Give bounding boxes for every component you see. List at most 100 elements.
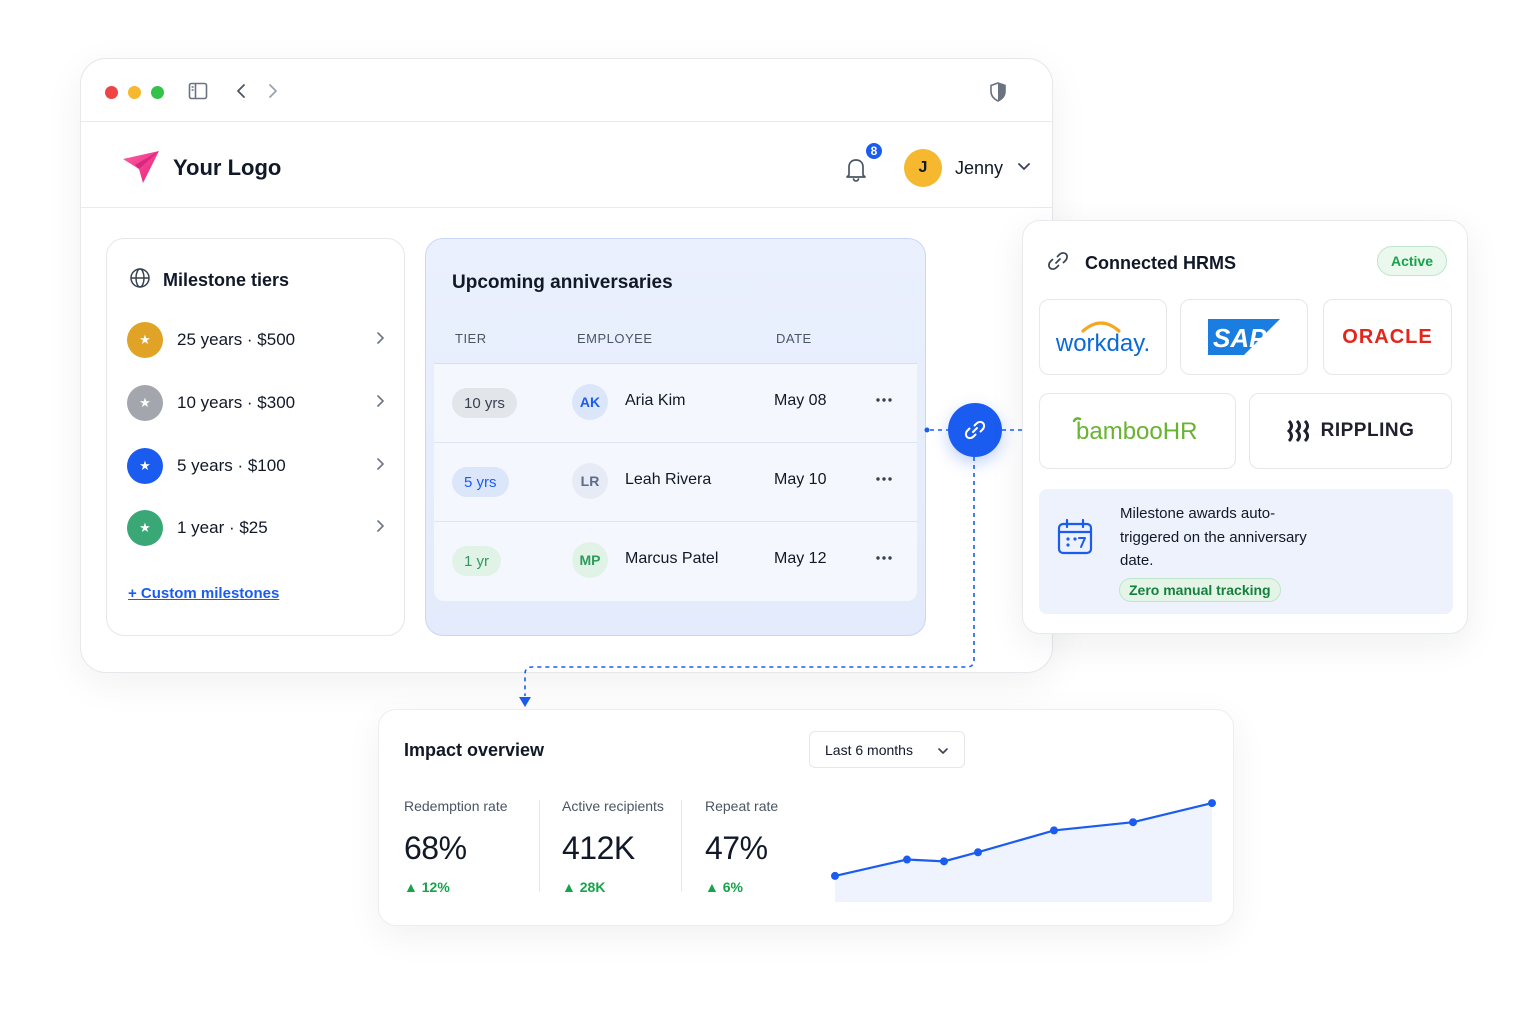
link-connector-button[interactable] [948,403,1002,457]
bamboohr-logo-tile[interactable]: bambooHR [1039,393,1236,469]
metric-value: 47% [705,830,768,866]
anniversaries-table-body: 10 yrs AK Aria Kim May 08 5 yrs LR Leah … [434,363,917,601]
workday-logo-tile[interactable]: workday. [1039,299,1167,375]
tier-label: 1 year · $25 [177,518,268,537]
tier-item-5-years[interactable]: ★ 5 years · $100 [127,446,387,486]
table-row[interactable]: 1 yr MP Marcus Patel May 12 [434,522,917,601]
zero-manual-tracking-badge: Zero manual tracking [1119,578,1281,602]
tier-label: 10 years · $300 [177,393,296,412]
tier-label: 25 years · $500 [177,330,296,349]
star-icon: ★ [127,448,163,484]
metric-value: 68% [404,830,467,866]
divider [681,800,682,892]
forward-icon[interactable] [264,81,282,106]
more-options-icon[interactable] [874,548,894,573]
chevron-right-icon[interactable] [373,457,387,476]
tier-badge: 10 yrs [452,388,517,418]
star-icon: ★ [127,510,163,546]
anniversary-date: May 08 [774,392,827,409]
chevron-right-icon[interactable] [373,519,387,538]
user-avatar[interactable]: J [904,149,942,187]
status-badge: Active [1376,246,1447,276]
trend-point [903,855,911,864]
maximize-window-button[interactable] [151,86,164,99]
rippling-logo-tile[interactable]: RIPPLING [1249,393,1452,469]
metric-delta: ▲ 6% [705,879,743,895]
custom-milestones-link[interactable]: + Custom milestones [128,585,280,602]
user-name[interactable]: Jenny [955,158,1004,178]
metric-redemption-rate: Redemption rate 68% ▲ 12% [404,798,508,895]
chevron-right-icon[interactable] [373,331,387,350]
tier-item-25-years[interactable]: ★ 25 years · $500 [127,320,387,360]
notifications-bell-icon[interactable] [837,150,875,188]
tier-badge: 5 yrs [452,467,509,497]
svg-text:bambooHR: bambooHR [1076,418,1197,445]
impact-title: Impact overview [404,740,545,760]
trend-sparkline [831,799,1216,902]
browser-chrome [81,59,1052,122]
anniversaries-title: Upcoming anniversaries [452,272,673,293]
tier-label: 5 years · $100 [177,456,286,475]
tier-item-1-year[interactable]: ★ 1 year · $25 [127,508,387,548]
metric-delta: ▲ 12% [404,879,450,895]
metric-label: Active recipients [562,798,664,814]
calendar-icon [1056,517,1094,562]
oracle-logo: ORACLE [1342,325,1433,348]
chevron-down-icon [936,744,950,761]
chevron-down-icon[interactable] [1016,158,1032,179]
date-range-select[interactable]: Last 6 months [809,731,965,768]
back-icon[interactable] [232,81,250,106]
metric-value: 412K [562,830,635,866]
avatar: MP [572,542,608,578]
trend-point [974,848,982,857]
metric-delta: ▲ 28K [562,879,606,895]
date-range-value: Last 6 months [825,741,913,758]
anniversary-date: May 10 [774,471,827,488]
anniversary-date: May 12 [774,550,827,567]
trend-point [1129,818,1137,827]
metric-repeat-rate: Repeat rate 47% ▲ 6% [705,798,778,895]
chevron-right-icon[interactable] [373,394,387,413]
star-icon: ★ [127,385,163,421]
more-options-icon[interactable] [874,469,894,494]
minimize-window-button[interactable] [128,86,141,99]
star-icon: ★ [127,322,163,358]
column-header-employee: EMPLOYEE [577,331,653,346]
trend-point [940,857,948,866]
employee-name: Leah Rivera [625,471,712,488]
globe-icon [129,267,151,294]
close-window-button[interactable] [105,86,118,99]
trend-point [1050,826,1058,835]
sidebar-toggle-icon[interactable] [188,81,208,106]
table-row[interactable]: 10 yrs AK Aria Kim May 08 [434,364,917,443]
trend-point [1208,799,1216,808]
column-header-date: DATE [776,331,812,346]
bamboohr-logo: bambooHR [1072,417,1197,445]
sap-logo-tile[interactable]: SAP [1180,299,1308,375]
shield-icon[interactable] [988,81,1008,108]
logo-text[interactable]: Your Logo [173,155,282,180]
auto-trigger-info: Milestone awards auto-triggered on the a… [1039,489,1453,614]
tier-badge: 1 yr [452,546,502,576]
link-icon [1045,248,1071,279]
milestone-tiers-title: Milestone tiers [163,270,290,290]
sap-logo: SAP [1208,319,1280,355]
workday-logo: workday. [1055,321,1150,357]
upcoming-anniversaries-card: Upcoming anniversaries TIER EMPLOYEE DAT… [425,238,926,636]
metric-label: Redemption rate [404,798,508,814]
tier-item-10-years[interactable]: ★ 10 years · $300 [127,383,387,423]
app-header: Your Logo 8 J Jenny [81,122,1052,208]
connected-hrms-card: Connected HRMS Active workday. SAP ORACL… [1022,220,1468,634]
svg-text:SAP: SAP [1213,323,1267,353]
table-row[interactable]: 5 yrs LR Leah Rivera May 10 [434,443,917,522]
metric-label: Repeat rate [705,798,779,814]
employee-name: Aria Kim [625,392,686,409]
employee-name: Marcus Patel [625,550,719,567]
more-options-icon[interactable] [874,390,894,415]
paper-plane-logo-icon [121,149,161,190]
hrms-title: Connected HRMS [1085,253,1237,273]
rippling-logo: RIPPLING [1320,420,1415,441]
oracle-logo-tile[interactable]: ORACLE [1323,299,1452,375]
trend-point [831,871,839,880]
